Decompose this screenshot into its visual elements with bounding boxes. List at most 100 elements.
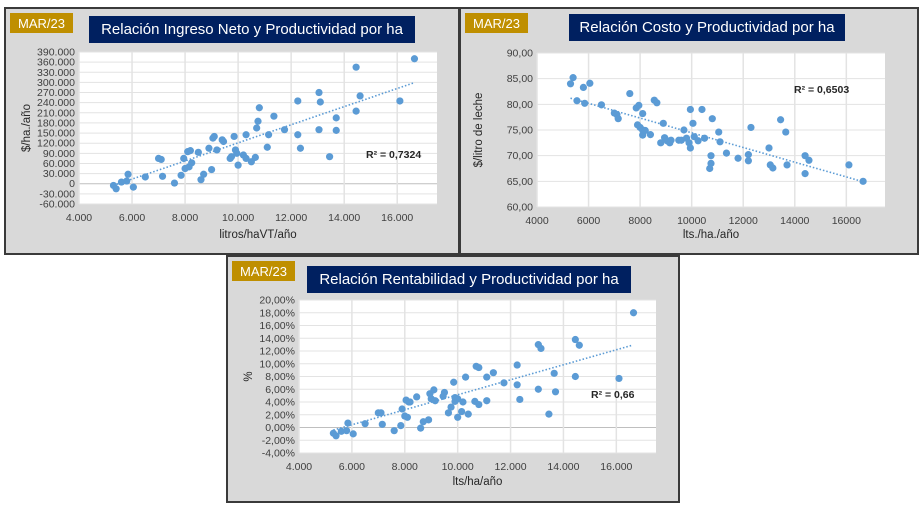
y-tick-label: 90,00: [507, 48, 533, 60]
data-point: [454, 395, 462, 403]
data-point: [123, 177, 131, 185]
y-tick-label: 360.000: [37, 57, 75, 69]
scatter-chart-3: -4,00%-2,00%0,00%2,00%4,00%6,00%8,00%10,…: [243, 295, 656, 488]
data-point: [458, 407, 466, 416]
data-point: [450, 378, 458, 386]
data-point: [534, 385, 542, 393]
data-point: [343, 427, 351, 435]
y-tick-label: -4,00%: [262, 448, 295, 460]
data-point: [475, 400, 483, 409]
data-point: [230, 132, 238, 141]
y-tick-label: 2,00%: [265, 409, 295, 421]
data-point: [708, 115, 716, 123]
data-point: [326, 153, 334, 161]
data-point: [597, 101, 606, 109]
trendline: [570, 97, 863, 183]
data-point: [569, 74, 577, 82]
x-tick-label: 14.000: [328, 212, 360, 224]
x-tick-label: 10.000: [222, 212, 254, 224]
data-point: [575, 341, 583, 349]
data-point: [200, 170, 208, 178]
data-point: [513, 381, 521, 389]
data-point: [227, 153, 236, 161]
y-axis-label: $/ha./año: [21, 104, 33, 152]
y-tick-label: 0: [69, 178, 75, 190]
data-point: [639, 109, 647, 118]
data-point: [265, 131, 273, 139]
data-point: [332, 114, 340, 122]
data-point: [707, 152, 715, 160]
x-axis-label: litros/haVT/año: [219, 229, 296, 241]
data-point: [233, 149, 241, 157]
data-point: [475, 363, 483, 372]
y-tick-label: 18,00%: [259, 307, 295, 319]
y-tick-label: 65,00: [507, 176, 533, 188]
x-tick-label: 8000: [628, 215, 652, 227]
trendline: [113, 82, 414, 187]
data-point: [180, 154, 188, 162]
data-point: [417, 424, 425, 432]
x-tick-label: 4.000: [66, 212, 92, 224]
data-point: [707, 159, 715, 167]
data-point: [377, 409, 385, 417]
y-tick-label: 70,00: [507, 150, 533, 162]
data-point: [361, 420, 369, 428]
data-point: [352, 107, 360, 115]
data-point: [344, 419, 352, 427]
trendline: [333, 344, 633, 431]
y-tick-label: 60.000: [43, 158, 75, 170]
x-tick-label: 16.000: [600, 461, 632, 473]
data-point: [447, 403, 455, 411]
data-point: [294, 97, 302, 105]
x-axis-label: lts/ha/año: [453, 476, 503, 488]
data-point: [406, 398, 414, 406]
x-tick-label: 4000: [525, 215, 549, 227]
x-tick-label: 16.000: [381, 212, 413, 224]
r-squared-label: R² = 0,66: [591, 389, 635, 401]
period-badge: MAR/23: [10, 13, 73, 33]
data-point: [444, 409, 453, 417]
data-point: [242, 131, 250, 139]
data-point: [626, 89, 634, 98]
data-point: [294, 131, 302, 139]
x-tick-label: 12.000: [494, 461, 526, 473]
data-point: [251, 153, 259, 161]
data-point: [744, 151, 752, 159]
data-point: [646, 131, 655, 139]
data-point: [234, 161, 242, 169]
y-tick-label: 390.000: [37, 47, 75, 59]
data-point: [783, 161, 791, 169]
data-point: [615, 374, 623, 383]
data-point: [280, 126, 289, 134]
y-tick-label: 270.000: [37, 87, 75, 99]
data-point: [210, 132, 218, 141]
data-point: [464, 410, 472, 418]
y-tick-label: 85,00: [507, 73, 533, 85]
data-point: [722, 149, 731, 157]
data-point: [667, 136, 675, 144]
x-tick-label: 12.000: [275, 212, 307, 224]
data-point: [349, 430, 357, 438]
data-point: [581, 99, 589, 107]
data-point: [653, 99, 661, 107]
data-point: [641, 126, 649, 135]
x-tick-label: 10000: [677, 215, 706, 227]
data-point: [205, 144, 213, 152]
data-point: [689, 119, 697, 127]
data-point: [516, 395, 524, 404]
y-tick-label: -60.000: [39, 199, 75, 211]
y-tick-label: -30.000: [39, 188, 75, 200]
data-point: [390, 427, 398, 435]
data-point: [315, 126, 323, 134]
data-point: [747, 123, 755, 132]
data-point: [462, 373, 470, 381]
x-axis-label: lts./ha./año: [683, 229, 739, 241]
y-tick-label: 240.000: [37, 97, 75, 109]
data-point: [657, 139, 665, 147]
data-point: [112, 185, 120, 193]
data-point: [410, 55, 419, 63]
x-tick-label: 10.000: [442, 461, 474, 473]
data-point: [352, 63, 360, 71]
data-point: [571, 372, 579, 381]
data-point: [413, 393, 421, 401]
